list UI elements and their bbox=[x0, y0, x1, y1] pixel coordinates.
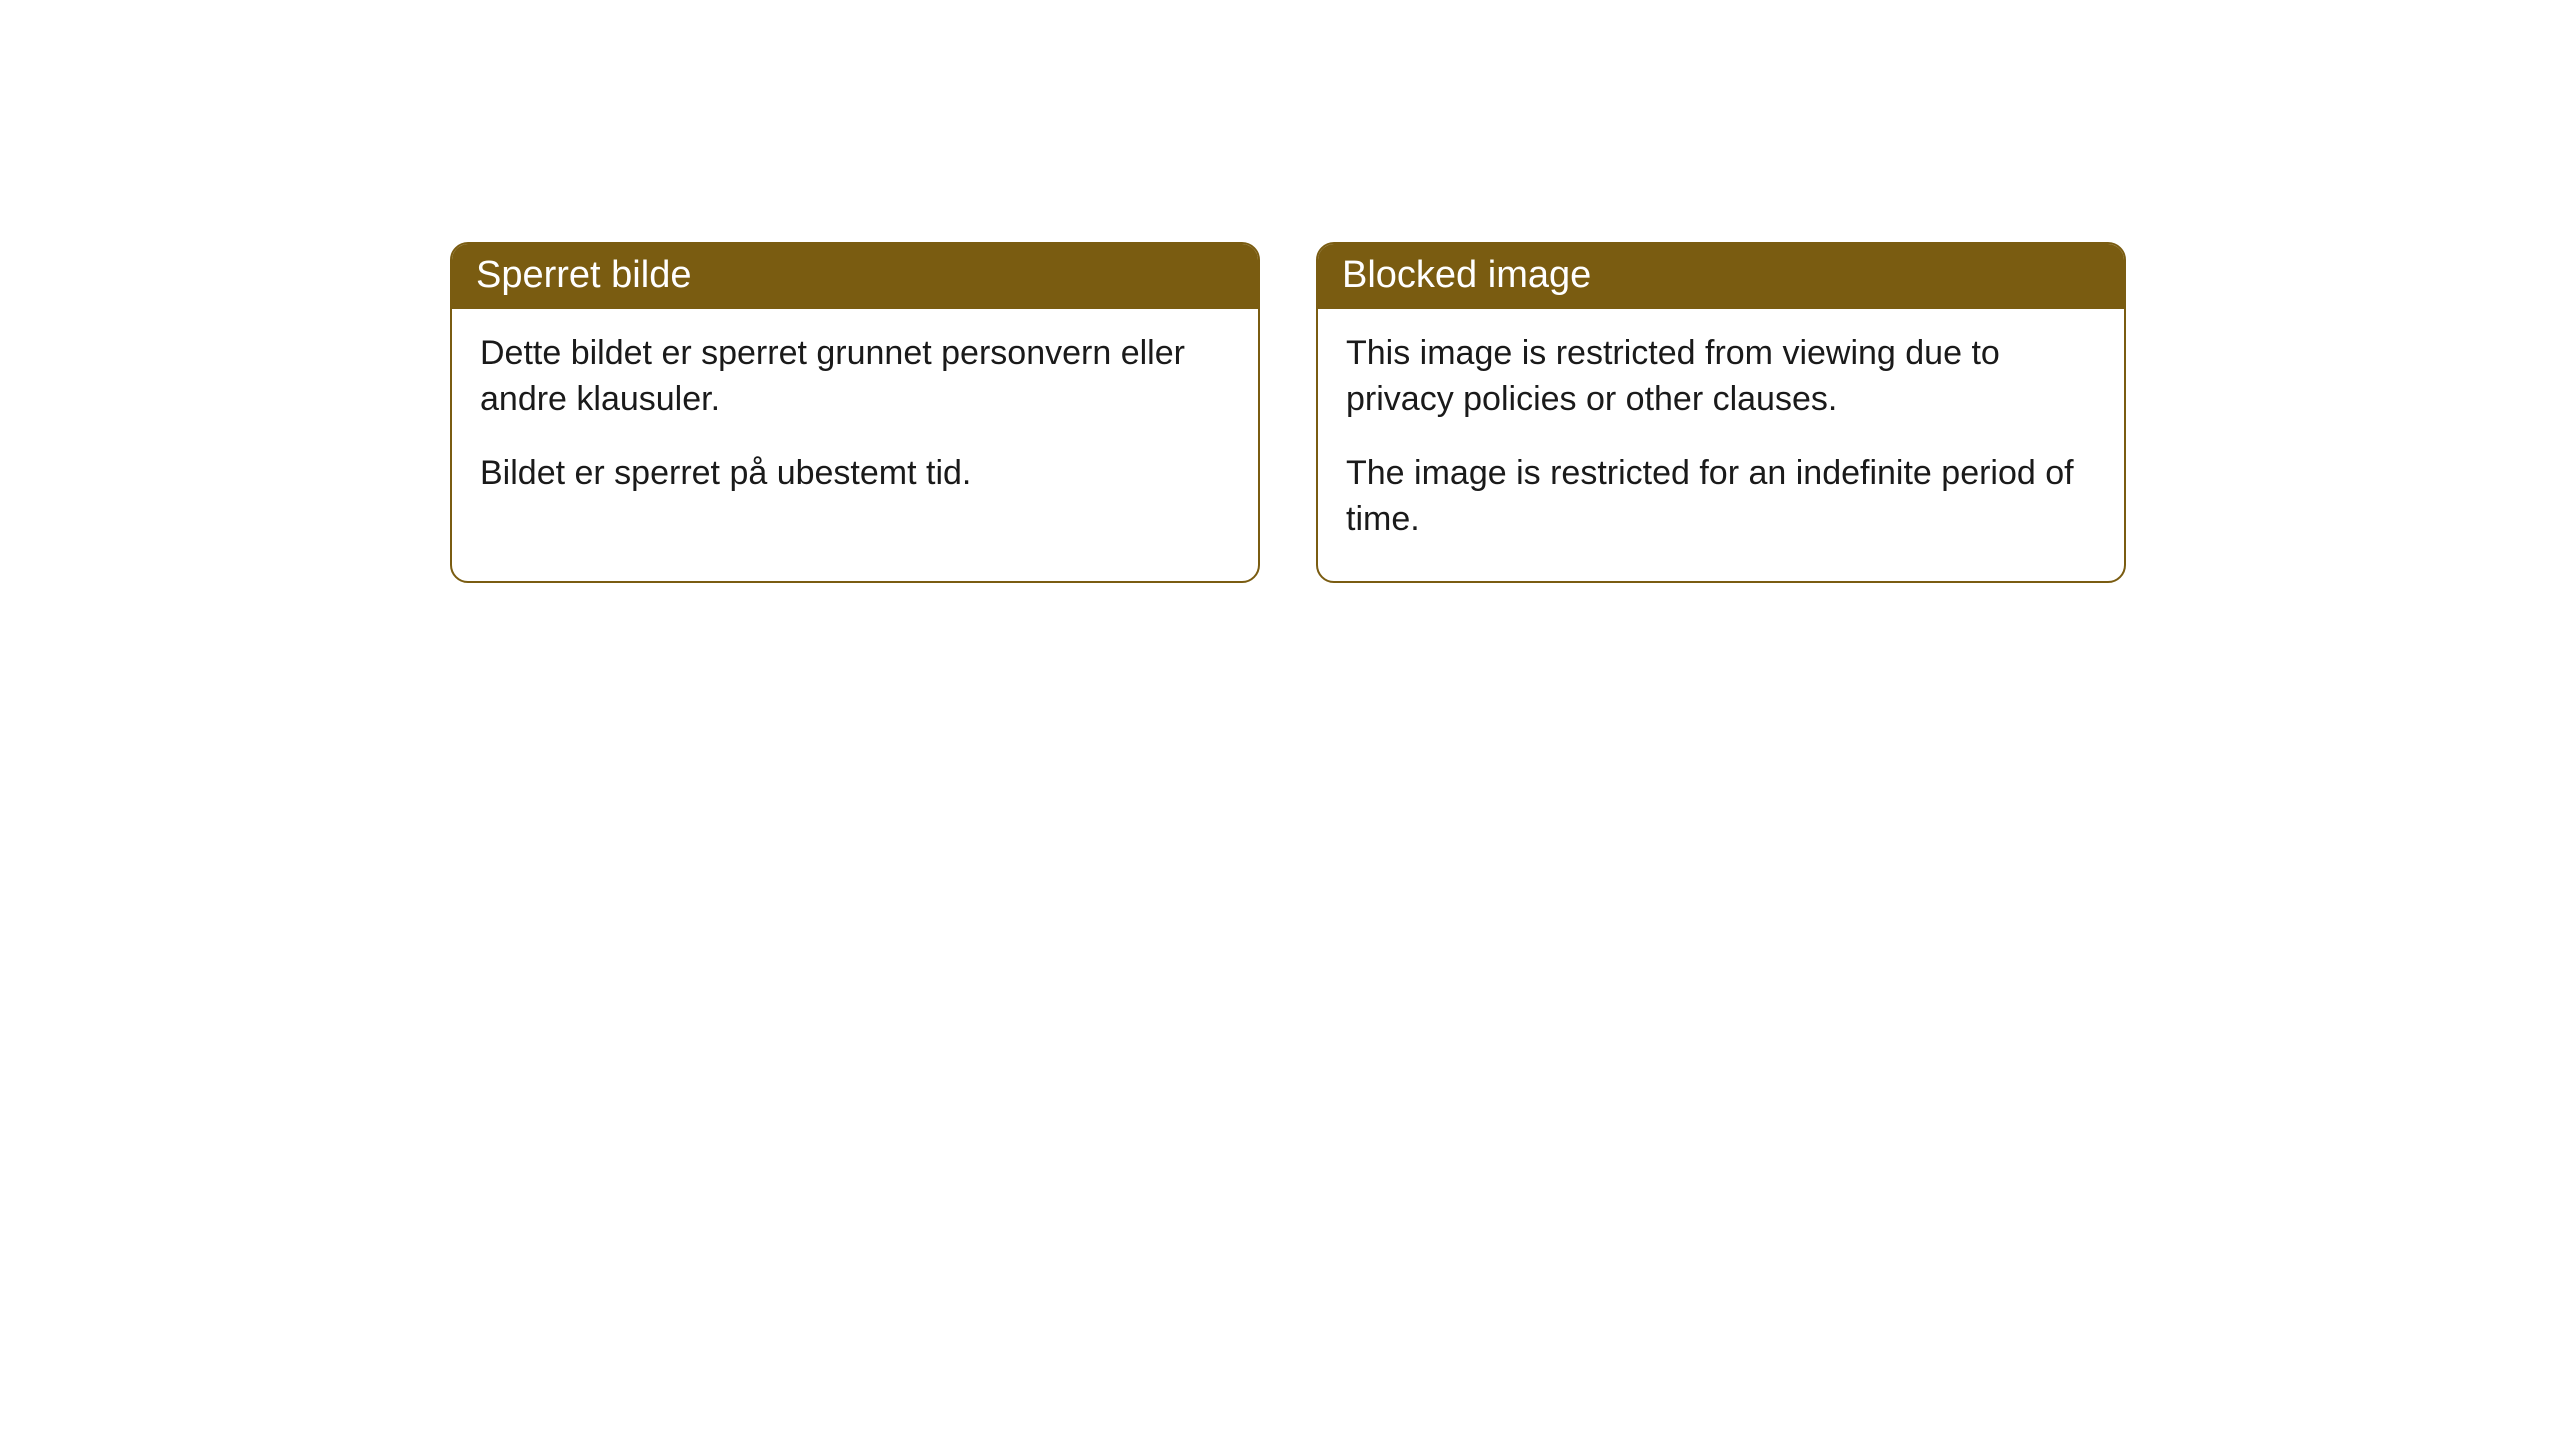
card-title: Blocked image bbox=[1342, 254, 1591, 296]
card-body-english: This image is restricted from viewing du… bbox=[1318, 309, 2124, 581]
card-body-norwegian: Dette bildet er sperret grunnet personve… bbox=[452, 309, 1258, 535]
card-paragraph: Bildet er sperret på ubestemt tid. bbox=[480, 451, 1230, 497]
card-header-norwegian: Sperret bilde bbox=[452, 244, 1258, 309]
notice-card-english: Blocked image This image is restricted f… bbox=[1316, 242, 2126, 583]
card-title: Sperret bilde bbox=[476, 254, 691, 296]
notice-card-norwegian: Sperret bilde Dette bildet er sperret gr… bbox=[450, 242, 1260, 583]
card-paragraph: Dette bildet er sperret grunnet personve… bbox=[480, 331, 1230, 423]
card-header-english: Blocked image bbox=[1318, 244, 2124, 309]
card-paragraph: This image is restricted from viewing du… bbox=[1346, 331, 2096, 423]
notice-cards-container: Sperret bilde Dette bildet er sperret gr… bbox=[450, 242, 2126, 583]
card-paragraph: The image is restricted for an indefinit… bbox=[1346, 451, 2096, 543]
